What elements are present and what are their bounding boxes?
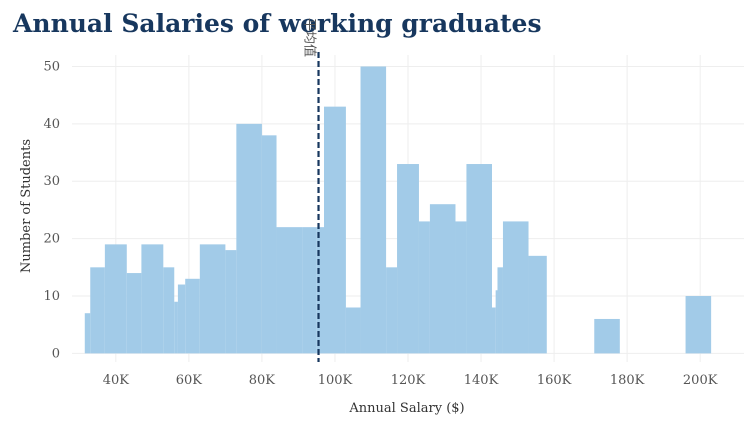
histogram-bar [466, 164, 492, 354]
histogram-bar [502, 221, 529, 354]
histogram-bar [126, 273, 142, 354]
histogram-bar [455, 221, 467, 354]
x-tick-label: 100K [318, 373, 353, 388]
histogram-bar [84, 313, 91, 354]
histogram-bar [397, 164, 419, 354]
y-tick-label: 20 [43, 232, 60, 247]
x-tick-label: 200K [683, 373, 718, 388]
histogram-bar [236, 123, 262, 354]
y-tick-label: 0 [52, 346, 60, 361]
histogram-bar [497, 267, 503, 354]
histogram-bar [90, 267, 105, 354]
histogram-bar [261, 135, 277, 354]
histogram-bar [199, 244, 226, 354]
histogram-bar [386, 267, 398, 354]
histogram-bar [174, 301, 178, 354]
histogram-bar [492, 307, 496, 354]
x-axis-ticks: 40K 60K 80K 100K 120K 140K 160K 180K 200K [103, 373, 718, 388]
x-axis-label: Annual Salary ($) [348, 401, 464, 416]
histogram-bar [528, 255, 547, 354]
histogram-bar [360, 66, 387, 354]
x-tick-label: 40K [103, 373, 130, 388]
histogram-bar [594, 318, 620, 354]
y-axis-ticks: 0 10 20 30 40 50 [43, 59, 60, 361]
histogram-bar [302, 227, 317, 354]
histogram-bar [495, 290, 498, 354]
histogram-bar [276, 227, 303, 354]
y-tick-label: 40 [43, 117, 60, 132]
histogram-bar [685, 296, 712, 354]
chart-title: Annual Salaries of working graduates [13, 9, 542, 38]
y-tick-label: 30 [43, 174, 60, 189]
histogram-bar [324, 106, 346, 354]
histogram-bar [163, 267, 175, 354]
histogram-bar [418, 221, 430, 354]
histogram-bar [104, 244, 127, 354]
y-axis-label: Number of Students [19, 139, 34, 273]
bars [84, 66, 712, 354]
y-tick-label: 50 [43, 59, 60, 74]
mean-line-group: 平均值 [302, 18, 320, 362]
x-tick-label: 120K [391, 373, 426, 388]
histogram-bar [141, 244, 164, 354]
x-tick-label: 80K [249, 373, 276, 388]
histogram-bar [316, 227, 324, 354]
x-tick-label: 180K [610, 373, 645, 388]
x-tick-label: 160K [537, 373, 572, 388]
x-tick-label: 140K [464, 373, 499, 388]
histogram-bar [177, 284, 186, 354]
histogram-bar [345, 307, 361, 354]
histogram-bar [185, 278, 200, 354]
x-tick-label: 60K [176, 373, 203, 388]
histogram-bar [429, 204, 456, 354]
histogram-bar [225, 250, 237, 354]
mean-line-label: 平均值 [302, 18, 318, 57]
y-tick-label: 10 [43, 289, 60, 304]
